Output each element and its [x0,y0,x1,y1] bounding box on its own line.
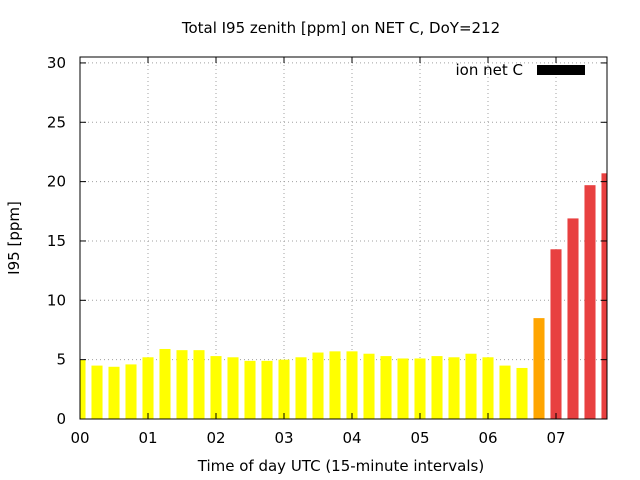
bar [584,185,596,419]
axis-ticks [79,57,607,420]
x-tick-label: 04 [342,429,361,447]
bar [295,357,307,419]
bar [346,351,358,419]
plot-frame [79,56,608,420]
bar [176,350,188,419]
bar [550,249,562,419]
legend-swatch [537,65,585,75]
bar [363,353,375,419]
bar [380,356,392,419]
bar [482,357,494,419]
bar [108,366,120,419]
y-axis-label: I95 [ppm] [5,201,23,275]
bar [91,365,103,419]
bar [227,357,239,419]
bar [278,359,290,419]
bar [193,350,205,419]
legend-label: ion net C [456,61,523,79]
bar [448,357,460,419]
y-tick-label: 0 [56,410,66,428]
bar [465,353,477,419]
x-tick-label: 01 [138,429,157,447]
bar [142,357,154,419]
bar [244,360,256,419]
y-tick-label: 15 [47,232,66,250]
bar [261,360,273,419]
bar [210,356,222,419]
bar [567,218,579,419]
bar [80,359,86,419]
y-tick-label: 25 [47,113,66,131]
y-tick-label: 5 [56,351,66,369]
bar [159,348,171,419]
legend: ion net C [456,61,585,79]
x-tick-label: 07 [546,429,565,447]
x-tick-label: 05 [410,429,429,447]
bar [431,356,443,419]
x-tick-label: 03 [274,429,293,447]
bar [499,365,511,419]
bar [533,318,545,419]
chart-title: Total I95 zenith [ppm] on NET C, DoY=212 [181,19,500,37]
y-tick-label: 20 [47,173,66,191]
bar [414,358,426,419]
x-tick-label: 00 [70,429,89,447]
x-tick-label: 02 [206,429,225,447]
bar [601,173,607,419]
y-tick-label: 10 [47,291,66,309]
bar [516,367,528,419]
bar [125,364,137,419]
grid-lines [80,57,607,419]
x-axis-label: Time of day UTC (15-minute intervals) [197,457,484,475]
y-tick-label: 30 [47,54,66,72]
bar [397,358,409,419]
x-tick-label: 06 [478,429,497,447]
bar [329,351,341,419]
bar [312,352,324,419]
bars [80,173,607,419]
